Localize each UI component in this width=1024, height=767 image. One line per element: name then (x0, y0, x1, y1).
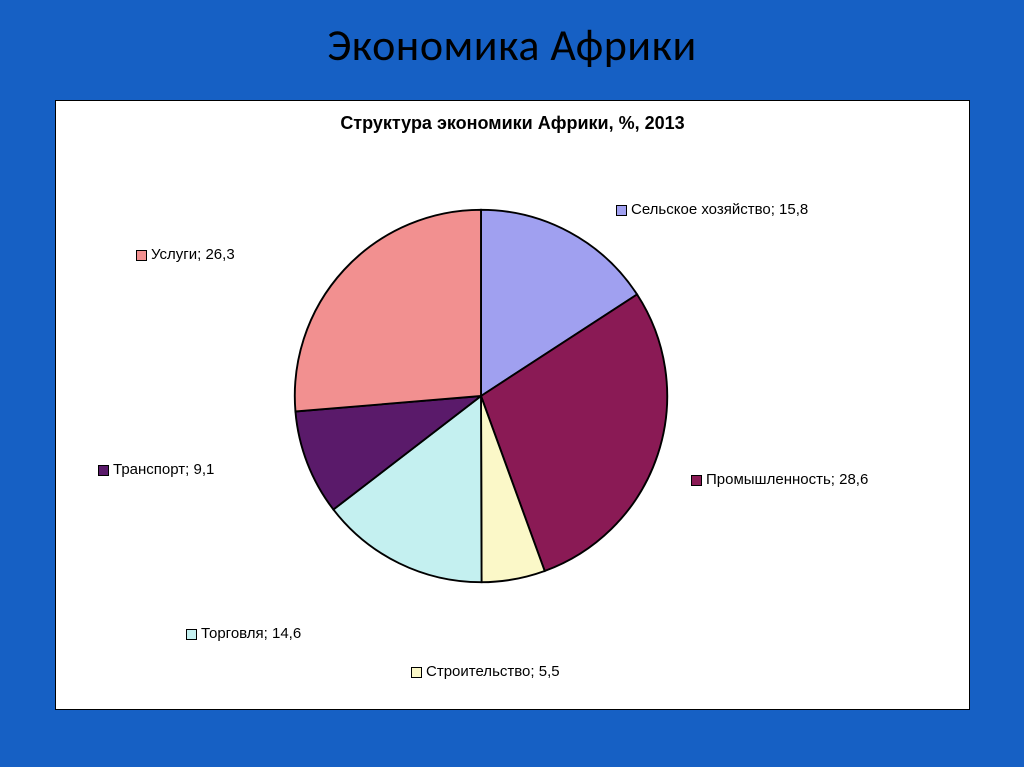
legend-item: Сельское хозяйство; 15,8 (616, 201, 808, 218)
legend-item: Торговля; 14,6 (186, 625, 301, 642)
chart-container: Структура экономики Африки, %, 2013 Сель… (55, 100, 970, 710)
chart-title: Структура экономики Африки, %, 2013 (56, 113, 969, 134)
pie-svg (291, 206, 671, 586)
slide: Экономика Африки Структура экономики Афр… (0, 0, 1024, 767)
legend-swatch (186, 629, 197, 640)
legend-item: Транспорт; 9,1 (98, 461, 214, 478)
legend-label: Промышленность; 28,6 (706, 471, 868, 488)
slide-title: Экономика Африки (0, 0, 1024, 72)
legend-item: Строительство; 5,5 (411, 663, 560, 680)
legend-label: Сельское хозяйство; 15,8 (631, 201, 808, 218)
legend-item: Промышленность; 28,6 (691, 471, 868, 488)
legend-item: Услуги; 26,3 (136, 246, 235, 263)
legend-label: Строительство; 5,5 (426, 663, 560, 680)
pie-slice (295, 210, 481, 412)
legend-swatch (616, 205, 627, 216)
legend-swatch (691, 475, 702, 486)
legend-label: Торговля; 14,6 (201, 625, 301, 642)
pie-chart (291, 206, 671, 586)
legend-swatch (136, 250, 147, 261)
legend-swatch (411, 667, 422, 678)
legend-swatch (98, 465, 109, 476)
legend-label: Услуги; 26,3 (151, 246, 235, 263)
legend-label: Транспорт; 9,1 (113, 461, 214, 478)
